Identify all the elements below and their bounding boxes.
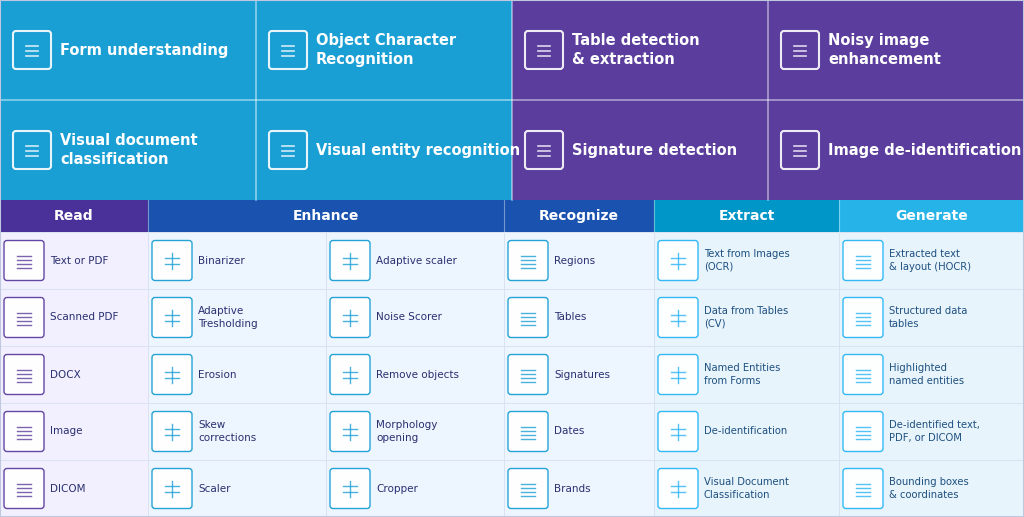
FancyBboxPatch shape (4, 297, 44, 338)
Bar (654, 200, 839, 232)
Text: Extracted text
& layout (HOCR): Extracted text & layout (HOCR) (889, 249, 971, 272)
FancyBboxPatch shape (152, 240, 193, 281)
Text: Named Entities
from Forms: Named Entities from Forms (705, 363, 780, 386)
Text: Adaptive
Tresholding: Adaptive Tresholding (198, 306, 258, 329)
FancyBboxPatch shape (330, 412, 370, 451)
FancyBboxPatch shape (843, 355, 883, 394)
FancyBboxPatch shape (4, 412, 44, 451)
Bar (654, 232, 839, 517)
Text: Dates: Dates (554, 427, 585, 436)
Bar (839, 200, 1024, 232)
FancyBboxPatch shape (658, 468, 698, 509)
Text: Scaler: Scaler (198, 483, 230, 494)
Bar (0, 100, 256, 200)
Text: Visual entity recognition: Visual entity recognition (316, 143, 520, 158)
Text: Data from Tables
(CV): Data from Tables (CV) (705, 306, 788, 329)
Bar (0, 200, 148, 232)
Bar (504, 232, 654, 517)
Text: Noise Scorer: Noise Scorer (376, 312, 442, 323)
FancyBboxPatch shape (152, 297, 193, 338)
Text: Text from Images
(OCR): Text from Images (OCR) (705, 249, 790, 272)
FancyBboxPatch shape (658, 240, 698, 281)
Text: Visual Document
Classification: Visual Document Classification (705, 477, 788, 500)
FancyBboxPatch shape (508, 355, 548, 394)
Bar (148, 232, 326, 517)
FancyBboxPatch shape (658, 355, 698, 394)
FancyBboxPatch shape (330, 297, 370, 338)
FancyBboxPatch shape (4, 355, 44, 394)
Text: Image: Image (50, 427, 83, 436)
Text: De-identification: De-identification (705, 427, 787, 436)
Text: Morphology
opening: Morphology opening (376, 420, 437, 443)
Text: De-identified text,
PDF, or DICOM: De-identified text, PDF, or DICOM (889, 420, 980, 443)
Bar (326, 232, 504, 517)
FancyBboxPatch shape (843, 468, 883, 509)
Text: Form understanding: Form understanding (60, 42, 228, 57)
Text: Read: Read (54, 209, 94, 223)
Text: Brands: Brands (554, 483, 591, 494)
Text: Scanned PDF: Scanned PDF (50, 312, 119, 323)
FancyBboxPatch shape (508, 240, 548, 281)
Bar (768, 100, 1024, 200)
Text: Bounding boxes
& coordinates: Bounding boxes & coordinates (889, 477, 969, 500)
Text: DICOM: DICOM (50, 483, 85, 494)
Text: Text or PDF: Text or PDF (50, 255, 109, 266)
Text: Tables: Tables (554, 312, 587, 323)
FancyBboxPatch shape (4, 240, 44, 281)
FancyBboxPatch shape (843, 240, 883, 281)
Text: Adaptive scaler: Adaptive scaler (376, 255, 457, 266)
Bar (0, 232, 148, 517)
FancyBboxPatch shape (508, 297, 548, 338)
Bar (0, 0, 256, 100)
FancyBboxPatch shape (843, 412, 883, 451)
FancyBboxPatch shape (658, 412, 698, 451)
Text: Table detection
& extraction: Table detection & extraction (572, 33, 699, 67)
FancyBboxPatch shape (330, 468, 370, 509)
Text: Visual document
classification: Visual document classification (60, 132, 198, 168)
FancyBboxPatch shape (330, 240, 370, 281)
FancyBboxPatch shape (508, 412, 548, 451)
FancyBboxPatch shape (508, 468, 548, 509)
Text: Extract: Extract (718, 209, 775, 223)
Bar (148, 200, 504, 232)
Text: Noisy image
enhancement: Noisy image enhancement (828, 33, 941, 67)
Text: Remove objects: Remove objects (376, 370, 459, 379)
Text: Erosion: Erosion (198, 370, 237, 379)
Bar (256, 0, 512, 100)
FancyBboxPatch shape (152, 412, 193, 451)
Text: Recognize: Recognize (539, 209, 618, 223)
Bar (768, 0, 1024, 100)
Text: Regions: Regions (554, 255, 595, 266)
Text: Skew
corrections: Skew corrections (198, 420, 256, 443)
Bar (256, 100, 512, 200)
Text: Structured data
tables: Structured data tables (889, 306, 968, 329)
FancyBboxPatch shape (330, 355, 370, 394)
FancyBboxPatch shape (152, 355, 193, 394)
Text: Highlighted
named entities: Highlighted named entities (889, 363, 965, 386)
FancyBboxPatch shape (658, 297, 698, 338)
Text: Enhance: Enhance (293, 209, 359, 223)
Text: Signature detection: Signature detection (572, 143, 737, 158)
Text: Signatures: Signatures (554, 370, 610, 379)
Text: Generate: Generate (895, 209, 968, 223)
Bar (504, 200, 654, 232)
Text: DOCX: DOCX (50, 370, 81, 379)
Text: Binarizer: Binarizer (198, 255, 245, 266)
Text: Image de-identification: Image de-identification (828, 143, 1021, 158)
Text: Cropper: Cropper (376, 483, 418, 494)
Text: Object Character
Recognition: Object Character Recognition (316, 33, 456, 67)
Bar (512, 100, 768, 200)
FancyBboxPatch shape (4, 468, 44, 509)
FancyBboxPatch shape (152, 468, 193, 509)
FancyBboxPatch shape (843, 297, 883, 338)
Bar (839, 232, 1024, 517)
Bar (512, 0, 768, 100)
